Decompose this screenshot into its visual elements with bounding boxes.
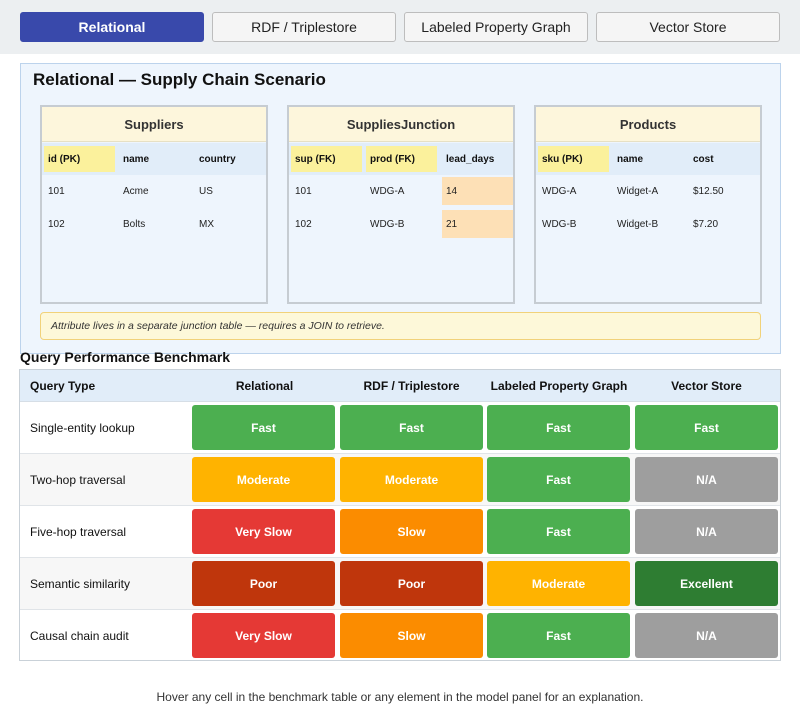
benchmark-header-row: Query Type Relational RDF / Triplestore … bbox=[20, 370, 780, 402]
footer-hint: Hover any cell in the benchmark table or… bbox=[156, 690, 644, 704]
table-header-row: sku (PK) name cost bbox=[536, 143, 760, 175]
benchmark-cell[interactable]: Very Slow bbox=[192, 509, 335, 554]
tab-labeled-property-graph[interactable]: Labeled Property Graph bbox=[404, 12, 588, 42]
benchmark-title: Query Performance Benchmark bbox=[20, 349, 231, 365]
column-header[interactable]: country bbox=[199, 153, 236, 165]
benchmark-header-relational: Relational bbox=[235, 379, 294, 393]
benchmark-row-label: Single-entity lookup bbox=[30, 420, 135, 435]
table-cell[interactable]: WDG-B bbox=[542, 218, 577, 230]
tab-vector-store[interactable]: Vector Store bbox=[596, 12, 780, 42]
benchmark-header-lpg: Labeled Property Graph bbox=[490, 379, 628, 393]
benchmark-row: Two-hop traversal Moderate Moderate Fast… bbox=[20, 454, 780, 506]
column-header[interactable]: cost bbox=[693, 153, 714, 165]
column-header-fk[interactable]: sup (FK) bbox=[291, 146, 362, 172]
benchmark-row: Five-hop traversal Very Slow Slow Fast N… bbox=[20, 506, 780, 558]
table-cell[interactable]: WDG-A bbox=[542, 185, 577, 197]
benchmark-cell[interactable]: Poor bbox=[340, 561, 483, 606]
benchmark-cell[interactable]: Fast bbox=[487, 613, 630, 658]
column-header-pk[interactable]: sku (PK) bbox=[538, 146, 609, 172]
column-header[interactable]: name bbox=[123, 153, 150, 165]
panel-title: Relational — Supply Chain Scenario bbox=[33, 70, 326, 89]
table-header-row: sup (FK) prod (FK) lead_days bbox=[289, 143, 513, 175]
table-supplies-junction[interactable]: SuppliesJunction sup (FK) prod (FK) lead… bbox=[287, 105, 515, 304]
table-name: Suppliers bbox=[42, 107, 266, 142]
table-cell[interactable]: Widget-A bbox=[617, 185, 659, 197]
table-products[interactable]: Products sku (PK) name cost WDG-A Widget… bbox=[534, 105, 762, 304]
benchmark-row-label: Two-hop traversal bbox=[30, 472, 126, 487]
benchmark-header-vector: Vector Store bbox=[671, 379, 742, 393]
benchmark-row: Semantic similarity Poor Poor Moderate E… bbox=[20, 558, 780, 610]
benchmark-row-label: Causal chain audit bbox=[30, 628, 129, 643]
table-cell[interactable]: Widget-B bbox=[617, 218, 659, 230]
table-cell[interactable]: MX bbox=[199, 218, 214, 230]
table-cell[interactable]: 102 bbox=[295, 218, 312, 230]
table-cell-highlighted[interactable]: 14 bbox=[442, 177, 513, 205]
column-header[interactable]: name bbox=[617, 153, 644, 165]
benchmark-cell[interactable]: Moderate bbox=[487, 561, 630, 606]
benchmark-cell[interactable]: Slow bbox=[340, 509, 483, 554]
table-cell[interactable]: WDG-A bbox=[370, 185, 405, 197]
benchmark-cell[interactable]: Excellent bbox=[635, 561, 778, 606]
tab-rdf-triplestore[interactable]: RDF / Triplestore bbox=[212, 12, 396, 42]
benchmark-header-rdf: RDF / Triplestore bbox=[363, 379, 460, 393]
benchmark-row: Single-entity lookup Fast Fast Fast Fast bbox=[20, 402, 780, 454]
column-header-pk[interactable]: id (PK) bbox=[44, 146, 115, 172]
benchmark-cell[interactable]: Fast bbox=[340, 405, 483, 450]
benchmark-cell[interactable]: N/A bbox=[635, 613, 778, 658]
benchmark-cell[interactable]: Fast bbox=[635, 405, 778, 450]
table-cell[interactable]: Acme bbox=[123, 185, 149, 197]
table-name: Products bbox=[536, 107, 760, 142]
benchmark-header-query-type: Query Type bbox=[30, 379, 96, 393]
model-note[interactable]: Attribute lives in a separate junction t… bbox=[40, 312, 761, 340]
table-suppliers[interactable]: Suppliers id (PK) name country 101 Acme … bbox=[40, 105, 268, 304]
benchmark-table: Query Type Relational RDF / Triplestore … bbox=[19, 369, 781, 661]
benchmark-row-label: Semantic similarity bbox=[30, 576, 131, 591]
benchmark-cell[interactable]: Fast bbox=[192, 405, 335, 450]
benchmark-cell[interactable]: Very Slow bbox=[192, 613, 335, 658]
column-header-fk[interactable]: prod (FK) bbox=[366, 146, 437, 172]
benchmark-cell[interactable]: Fast bbox=[487, 457, 630, 502]
benchmark-row-label: Five-hop traversal bbox=[30, 524, 127, 539]
table-cell-highlighted[interactable]: 21 bbox=[442, 210, 513, 238]
table-cell[interactable]: US bbox=[199, 185, 213, 197]
benchmark-cell[interactable]: Moderate bbox=[340, 457, 483, 502]
benchmark-cell[interactable]: Moderate bbox=[192, 457, 335, 502]
model-tab-bar: Relational RDF / Triplestore Labeled Pro… bbox=[0, 0, 800, 54]
table-cell[interactable]: 102 bbox=[48, 218, 65, 230]
benchmark-row: Causal chain audit Very Slow Slow Fast N… bbox=[20, 610, 780, 662]
column-header[interactable]: lead_days bbox=[446, 153, 495, 165]
table-name: SuppliesJunction bbox=[289, 107, 513, 142]
table-cell[interactable]: $7.20 bbox=[693, 218, 719, 230]
benchmark-cell[interactable]: Fast bbox=[487, 509, 630, 554]
benchmark-cell[interactable]: Fast bbox=[487, 405, 630, 450]
table-cell[interactable]: 101 bbox=[295, 185, 312, 197]
table-header-row: id (PK) name country bbox=[42, 143, 266, 175]
benchmark-cell[interactable]: N/A bbox=[635, 457, 778, 502]
table-cell[interactable]: WDG-B bbox=[370, 218, 405, 230]
table-cell[interactable]: Bolts bbox=[123, 218, 146, 230]
benchmark-cell[interactable]: Slow bbox=[340, 613, 483, 658]
benchmark-cell[interactable]: Poor bbox=[192, 561, 335, 606]
table-cell[interactable]: $12.50 bbox=[693, 185, 724, 197]
model-panel: Relational — Supply Chain Scenario Suppl… bbox=[20, 63, 781, 354]
benchmark-cell[interactable]: N/A bbox=[635, 509, 778, 554]
tab-relational[interactable]: Relational bbox=[20, 12, 204, 42]
table-cell[interactable]: 101 bbox=[48, 185, 65, 197]
